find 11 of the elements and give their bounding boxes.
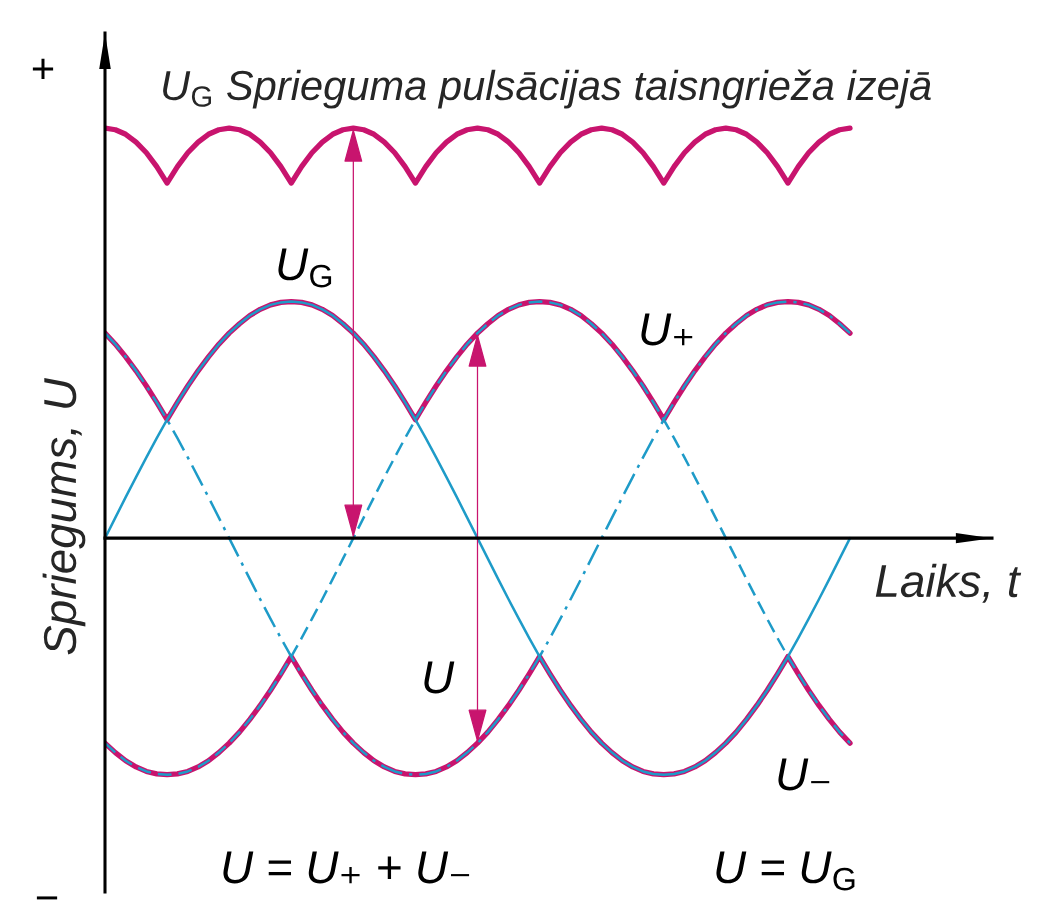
text: − xyxy=(36,896,58,900)
text: U = U$_{G}$ xyxy=(716,851,855,891)
chart-title: U$_{G}$ Sprieguma pulsācijas taisngrieža izejā xyxy=(163,69,931,109)
series-label: U₊ xyxy=(641,313,693,346)
series-label: U₋ xyxy=(778,758,830,791)
text: U = U₊ + U₋ xyxy=(223,851,470,884)
annotation: U xyxy=(424,661,455,694)
annotation: U$_{G}$ xyxy=(278,248,332,288)
x-axis-title: Laiks, t xyxy=(875,563,1022,603)
y-axis-title: Spriegums, U xyxy=(42,377,86,655)
text: + xyxy=(32,58,54,80)
